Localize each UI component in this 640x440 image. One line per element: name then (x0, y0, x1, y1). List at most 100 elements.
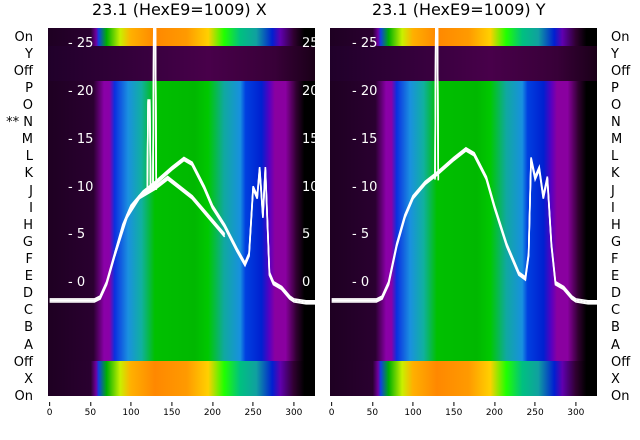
row-label: K (24, 166, 33, 182)
heatmap-row (48, 80, 315, 100)
heatmap-row (48, 308, 315, 327)
x-tick-label: 250 (245, 402, 262, 418)
row-label: I (611, 200, 615, 216)
profile-overlay (331, 28, 597, 305)
heatmap-row (48, 325, 315, 345)
row-label: E (24, 269, 33, 285)
chart-title-y: 23.1 (HexE9=1009) Y (372, 0, 546, 19)
heatmap-row (330, 28, 597, 47)
row-label: N (611, 115, 621, 131)
y-tick-label: - 5 (352, 227, 370, 243)
series-line-profile-low (113, 175, 226, 254)
row-label: Off (611, 63, 631, 79)
heatmap-row (330, 115, 597, 135)
row-label: M (21, 132, 33, 148)
x-tick-label: 100 (404, 402, 421, 418)
y-tick-label: 15 (302, 132, 315, 147)
heatmap-row (330, 220, 597, 240)
heatmap-panel-y (330, 28, 597, 396)
series-line-spike (434, 28, 440, 181)
row-label: H (611, 217, 621, 233)
x-tick-label: 100 (122, 402, 139, 418)
row-label: H (23, 217, 33, 233)
heatmap-row (330, 360, 597, 396)
row-label: X (611, 371, 620, 387)
heatmap-row (48, 28, 315, 47)
row-label: K (611, 166, 620, 182)
row-label: P (25, 80, 33, 96)
heatmap-row (330, 308, 597, 327)
heatmap-row (48, 220, 315, 240)
row-label: Y (611, 46, 619, 62)
row-label: A (24, 337, 33, 353)
heatmap-row (48, 273, 315, 292)
heatmap-row (330, 255, 597, 275)
row-label: G (611, 234, 622, 250)
y-tick-label: - 25 (68, 36, 94, 52)
row-label: Off (611, 354, 631, 370)
heatmap-row (48, 115, 315, 135)
row-label: O (22, 97, 33, 113)
heatmap-panel-x (48, 28, 315, 396)
row-label: J (611, 183, 615, 199)
y-tick-label: - 10 (352, 179, 378, 195)
row-label: On (611, 29, 630, 45)
row-label: L (25, 149, 33, 165)
heatmap-row (48, 168, 315, 187)
y-tick-label: - 10 (68, 179, 94, 195)
row-label: M (611, 132, 623, 148)
row-label: L (611, 149, 619, 165)
heatmap-row (330, 80, 597, 100)
row-label: Y (25, 46, 33, 62)
row-label: On (611, 388, 630, 404)
y-tick-label: - 0 (352, 275, 370, 291)
heatmap-row (330, 273, 597, 292)
heatmap-row (330, 63, 597, 82)
heatmap-row (48, 360, 315, 396)
row-label: X (24, 371, 33, 387)
series-line-spike (152, 28, 158, 190)
chart-title-x: 23.1 (HexE9=1009) X (92, 0, 267, 19)
x-tick-label: 50 (367, 402, 378, 418)
y-tick-label: 0 (302, 276, 311, 291)
heatmap-row (48, 133, 315, 152)
y-tick-label: - 25 (352, 36, 378, 52)
y-tick-label: - 15 (68, 131, 94, 147)
row-label: Off (13, 354, 33, 370)
row-label: ** N (6, 115, 33, 131)
y-tick-label: - 15 (352, 131, 378, 147)
y-tick-label: 10 (302, 180, 315, 195)
heatmap-row (330, 98, 597, 117)
heatmap-row (330, 45, 597, 65)
y-tick-label: - 20 (352, 84, 378, 100)
series-line-profile-low (113, 177, 226, 255)
row-label: B (24, 320, 33, 336)
x-tick-label: 200 (486, 402, 503, 418)
row-label: F (611, 252, 619, 267)
row-label: I (29, 200, 33, 216)
x-tick-label: 0 (47, 402, 53, 418)
x-tick-label: 300 (285, 402, 302, 418)
heatmap-row (48, 203, 315, 222)
row-label: A (611, 337, 620, 353)
y-tick-label: 25 (302, 37, 315, 52)
x-tick-label: 150 (163, 402, 180, 418)
row-label: F (25, 252, 33, 267)
series-line-spike2 (146, 102, 152, 190)
row-label: On (14, 388, 33, 404)
heatmap-row (48, 290, 315, 310)
row-label: O (611, 97, 622, 113)
heatmap-row (48, 98, 315, 117)
row-label: P (611, 80, 619, 96)
row-label: C (23, 303, 33, 319)
row-label: D (22, 286, 33, 302)
x-tick-label: 300 (567, 402, 584, 418)
series-line-profile-main (331, 149, 597, 305)
heatmap-row (48, 185, 315, 205)
row-label: Off (13, 63, 33, 79)
heatmap-row (330, 290, 597, 310)
x-tick-label: 250 (527, 402, 544, 418)
row-label: J (29, 183, 33, 199)
row-label: C (611, 303, 621, 319)
row-label: G (22, 234, 33, 250)
